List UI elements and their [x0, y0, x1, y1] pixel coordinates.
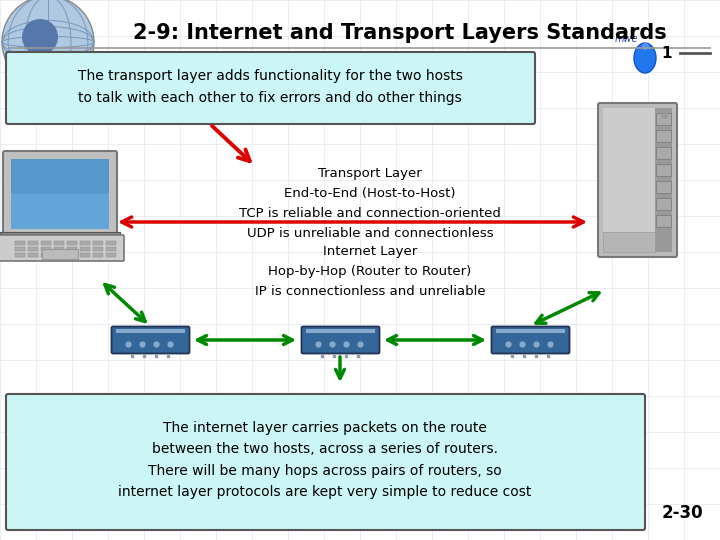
Bar [656, 113, 671, 125]
FancyBboxPatch shape [492, 327, 570, 354]
Circle shape [22, 19, 58, 55]
Text: The internet layer carries packets on the route
between the two hosts, across a : The internet layer carries packets on th… [118, 421, 531, 499]
Bar [80, 253, 90, 257]
FancyBboxPatch shape [598, 103, 677, 257]
Bar [655, 108, 672, 252]
Bar [42, 249, 78, 259]
Bar [106, 241, 116, 245]
Bar [15, 247, 25, 251]
Bar [656, 164, 671, 176]
Bar [496, 329, 565, 333]
Bar [603, 232, 655, 252]
Bar [106, 247, 116, 251]
Bar [656, 130, 671, 142]
Bar [41, 241, 51, 245]
Bar [603, 108, 658, 252]
Bar [306, 329, 375, 333]
Bar [80, 241, 90, 245]
FancyBboxPatch shape [112, 327, 189, 354]
Bar [11, 194, 109, 229]
Bar [28, 241, 38, 245]
Bar [116, 329, 185, 333]
Bar [656, 198, 671, 210]
Bar [15, 253, 25, 257]
Ellipse shape [634, 43, 656, 73]
Bar [93, 247, 103, 251]
Text: Transport Layer
End-to-End (Host-to-Host)
TCP is reliable and connection-oriente: Transport Layer End-to-End (Host-to-Host… [239, 167, 501, 240]
Text: Internet Layer
Hop-by-Hop (Router to Router)
IP is connectionless and unreliable: Internet Layer Hop-by-Hop (Router to Rou… [255, 245, 485, 298]
Bar [93, 241, 103, 245]
FancyBboxPatch shape [302, 327, 379, 354]
Bar [28, 253, 38, 257]
Text: 2-30: 2-30 [662, 504, 703, 522]
Bar [54, 241, 64, 245]
Text: 2-9: Internet and Transport Layers Standards: 2-9: Internet and Transport Layers Stand… [133, 23, 667, 43]
Bar [41, 247, 51, 251]
FancyBboxPatch shape [3, 151, 117, 237]
Bar [41, 253, 51, 257]
Bar [656, 181, 671, 193]
FancyBboxPatch shape [6, 394, 645, 530]
Bar [0, 232, 120, 238]
Bar [93, 253, 103, 257]
Text: 1: 1 [662, 46, 672, 61]
Circle shape [2, 0, 94, 88]
Bar [11, 159, 109, 229]
Text: mwe: mwe [615, 34, 639, 44]
Bar [54, 247, 64, 251]
Bar [80, 247, 90, 251]
Bar [67, 253, 77, 257]
Bar [28, 247, 38, 251]
Bar [15, 241, 25, 245]
FancyBboxPatch shape [0, 235, 124, 261]
Bar [656, 147, 671, 159]
Bar [54, 253, 64, 257]
Bar [67, 247, 77, 251]
Bar [67, 241, 77, 245]
Bar [106, 253, 116, 257]
Text: The transport layer adds functionality for the two hosts
to talk with each other: The transport layer adds functionality f… [78, 70, 462, 105]
Bar [656, 215, 671, 227]
FancyBboxPatch shape [6, 52, 535, 124]
